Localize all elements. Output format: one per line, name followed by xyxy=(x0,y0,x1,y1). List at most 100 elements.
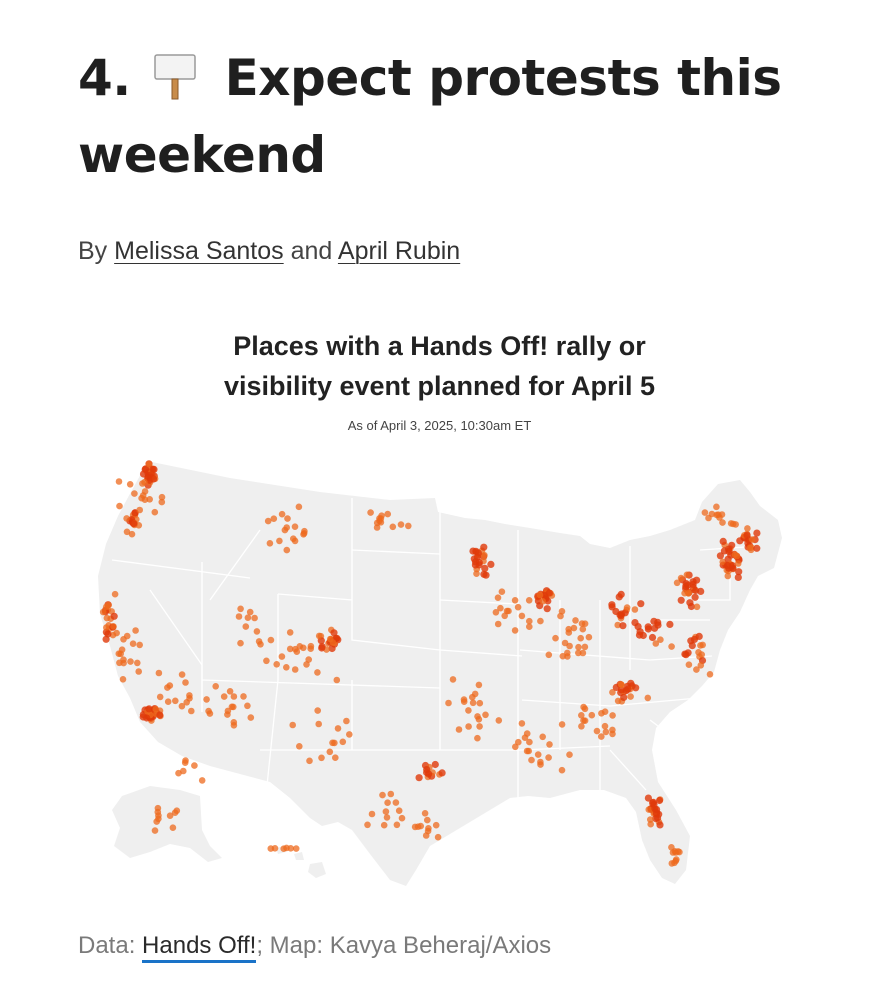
event-dot xyxy=(152,705,160,713)
event-dot xyxy=(539,598,547,605)
event-dot xyxy=(392,799,400,806)
event-dot xyxy=(729,564,737,572)
event-dot xyxy=(572,617,579,624)
event-dot xyxy=(136,641,143,649)
event-dot xyxy=(278,653,286,660)
event-dot xyxy=(283,546,291,554)
event-dot xyxy=(318,644,326,652)
map-credit: Data: Hands Off!; Map: Kavya Beheraj/Axi… xyxy=(78,928,551,964)
event-dot xyxy=(487,560,495,568)
event-dot xyxy=(230,703,237,711)
event-dot xyxy=(673,579,681,587)
event-dot xyxy=(384,799,391,806)
event-dot xyxy=(671,859,678,867)
event-dot xyxy=(648,633,657,642)
headline: 4. Expect protests this weekend xyxy=(78,40,838,194)
event-dot xyxy=(145,460,153,468)
event-dot xyxy=(99,608,107,616)
event-dot xyxy=(497,604,504,612)
event-dot xyxy=(713,503,720,511)
event-dot xyxy=(166,682,174,689)
headline-text: Expect protests this weekend xyxy=(78,49,782,184)
event-dot xyxy=(139,480,146,487)
event-dot xyxy=(656,821,664,829)
event-dot xyxy=(266,540,274,547)
event-dot xyxy=(515,738,522,746)
event-dot xyxy=(127,658,134,665)
event-dot xyxy=(291,523,299,530)
event-dot xyxy=(699,641,706,649)
event-dot xyxy=(617,681,625,688)
event-dot xyxy=(734,560,742,567)
event-dot xyxy=(632,684,640,692)
event-dot xyxy=(116,502,123,510)
event-dot xyxy=(155,669,163,677)
event-dot xyxy=(615,593,623,601)
event-dot xyxy=(716,552,725,560)
event-dot xyxy=(151,827,159,834)
event-dot xyxy=(480,543,488,551)
event-dot xyxy=(230,693,238,700)
event-dot xyxy=(653,805,661,814)
event-dot xyxy=(609,712,616,719)
event-dot xyxy=(247,714,255,721)
author-link-april-rubin[interactable]: April Rubin xyxy=(337,237,461,265)
event-dot xyxy=(431,760,439,769)
event-dot xyxy=(543,605,551,613)
event-dot xyxy=(267,636,275,644)
event-dot xyxy=(104,630,112,638)
event-dot xyxy=(156,711,164,719)
event-dot xyxy=(724,572,732,580)
event-dot xyxy=(564,653,571,660)
event-dot xyxy=(654,814,662,822)
event-dot xyxy=(432,821,440,829)
event-dot xyxy=(627,693,634,700)
event-dot xyxy=(244,614,252,621)
event-dot xyxy=(116,659,123,667)
event-dot xyxy=(706,671,714,678)
event-dot xyxy=(716,514,723,521)
event-dot xyxy=(580,703,587,711)
event-dot xyxy=(103,614,111,622)
event-dot xyxy=(474,734,481,742)
event-dot xyxy=(608,601,616,609)
event-dot xyxy=(220,693,228,700)
event-dot xyxy=(601,722,609,730)
event-dot xyxy=(525,597,533,604)
event-dot xyxy=(581,643,589,651)
event-dot xyxy=(719,519,726,526)
event-dot xyxy=(191,762,198,769)
event-dot xyxy=(123,515,130,522)
hands-off-source-link[interactable]: Hands Off! xyxy=(142,932,257,963)
event-dot xyxy=(558,721,566,728)
event-dot xyxy=(425,770,433,778)
event-dot xyxy=(212,683,219,690)
event-dot xyxy=(692,586,700,595)
event-dot xyxy=(380,821,388,829)
event-dot xyxy=(609,689,616,696)
event-dot xyxy=(284,515,291,522)
event-dot xyxy=(637,600,645,608)
event-dot xyxy=(476,723,483,730)
event-dot xyxy=(693,603,701,611)
author-link-melissa-santos[interactable]: Melissa Santos xyxy=(114,237,284,265)
event-dot xyxy=(296,743,303,750)
event-dot xyxy=(415,774,423,782)
state-borders xyxy=(111,498,761,810)
credit-rest: ; Map: Kavya Beheraj/Axios xyxy=(256,932,552,959)
event-dot xyxy=(290,535,297,542)
event-dot xyxy=(146,496,153,503)
event-dot xyxy=(557,612,564,620)
event-dot xyxy=(333,676,341,684)
event-dot xyxy=(539,733,546,741)
event-dot xyxy=(318,754,325,762)
event-dot xyxy=(505,607,512,615)
event-dot xyxy=(655,796,664,805)
event-dot xyxy=(455,726,463,733)
event-dot xyxy=(474,713,481,720)
event-dot xyxy=(283,844,290,852)
event-dot xyxy=(103,624,110,631)
event-dot xyxy=(498,588,506,595)
event-dot xyxy=(526,623,533,630)
event-dot xyxy=(226,688,234,695)
